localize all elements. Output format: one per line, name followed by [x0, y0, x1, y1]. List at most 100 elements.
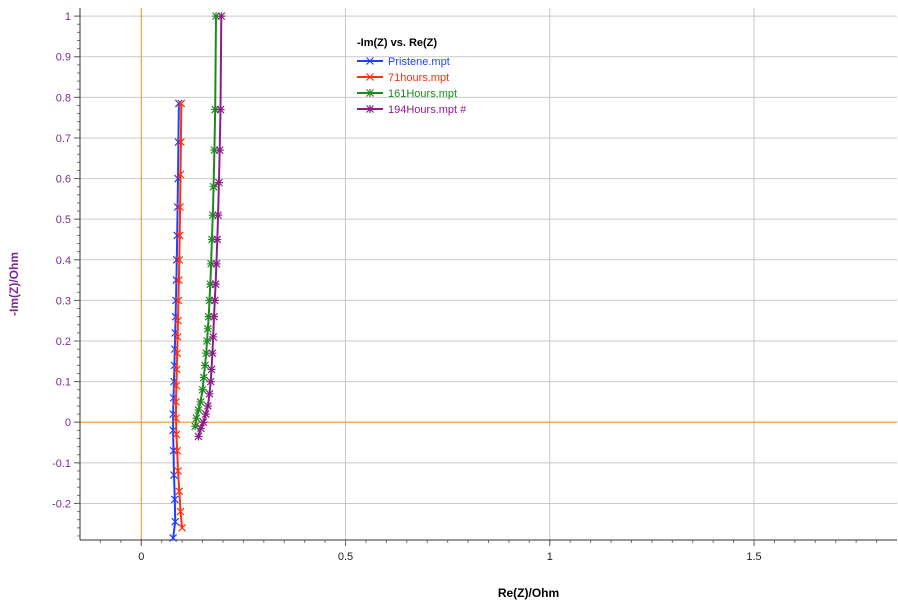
data-point — [214, 211, 223, 220]
data-point — [174, 296, 183, 305]
data-point — [215, 146, 224, 155]
data-point — [198, 385, 207, 394]
data-point — [173, 349, 182, 358]
data-point — [208, 211, 217, 220]
data-point — [176, 138, 185, 146]
legend-swatch-marker — [366, 105, 374, 113]
y-tick-label: -0.1 — [52, 458, 71, 470]
data-point — [176, 170, 185, 179]
data-point — [178, 523, 187, 532]
series-4 — [194, 12, 226, 441]
legend-label: 194Hours.mpt # — [388, 104, 467, 116]
data-point — [212, 259, 221, 268]
x-tick-label: 0.5 — [338, 551, 353, 563]
data-point — [207, 259, 216, 268]
data-point — [173, 446, 182, 455]
data-point — [214, 178, 223, 187]
data-point — [192, 414, 201, 423]
data-point — [208, 349, 217, 358]
y-tick-label: 1 — [65, 11, 71, 23]
x-tick-label: 1 — [547, 551, 553, 563]
data-point — [212, 12, 221, 21]
y-tick-label: 0.7 — [56, 133, 71, 145]
data-point — [201, 361, 210, 370]
data-point — [201, 410, 210, 419]
series-2 — [172, 99, 187, 532]
data-point — [196, 424, 205, 433]
y-tick-label: 0.6 — [56, 174, 71, 186]
data-point — [169, 446, 178, 455]
data-point — [172, 365, 181, 374]
data-point — [172, 414, 180, 423]
legend-swatch-marker — [366, 73, 374, 81]
data-point — [206, 280, 215, 289]
y-tick-label: 0.2 — [56, 336, 71, 348]
data-point — [210, 146, 219, 155]
data-point — [170, 495, 179, 504]
data-point — [213, 235, 222, 244]
data-point — [203, 337, 212, 346]
data-point — [172, 381, 181, 390]
legend-item[interactable]: 71hours.mpt — [357, 72, 449, 84]
plot-background — [80, 8, 897, 540]
series-layer — [169, 12, 226, 542]
data-point — [203, 324, 212, 333]
data-point — [177, 99, 186, 108]
legend-item[interactable]: 161Hours.mpt — [357, 88, 457, 100]
data-point — [196, 397, 205, 406]
data-point — [204, 312, 213, 321]
data-point — [176, 507, 185, 516]
data-point — [194, 406, 203, 415]
data-point — [194, 432, 203, 441]
legend-label: Pristene.mpt — [388, 56, 450, 68]
data-point — [210, 296, 219, 305]
data-point — [209, 312, 218, 321]
y-tick-label: 0.4 — [56, 255, 71, 267]
data-point — [211, 105, 220, 114]
zero-lines — [80, 8, 897, 540]
data-point — [217, 12, 226, 21]
y-tick-label: 0.8 — [56, 92, 71, 104]
data-point — [199, 418, 208, 427]
y-tick-label: 0.5 — [56, 214, 71, 226]
data-point — [172, 397, 180, 406]
y-tick-label: 0.1 — [56, 377, 71, 389]
data-point — [174, 276, 183, 285]
legend-title: -Im(Z) vs. Re(Z) — [357, 37, 437, 49]
x-tick-label: 0 — [138, 551, 144, 563]
data-point — [175, 487, 184, 496]
data-point — [202, 349, 211, 358]
data-point — [199, 373, 208, 382]
legend-item[interactable]: 194Hours.mpt # — [357, 104, 467, 116]
data-point — [205, 296, 214, 305]
data-point — [205, 389, 214, 398]
y-tick-label: -0.2 — [52, 498, 71, 510]
y-axis-title: -Im(Z)/Ohm — [7, 252, 21, 316]
data-point — [175, 231, 184, 240]
x-axis-title: Re(Z)/Ohm — [498, 586, 559, 600]
data-point — [209, 182, 218, 191]
data-point — [174, 467, 182, 475]
data-point — [207, 235, 216, 244]
data-point — [207, 365, 216, 374]
legend-label: 161Hours.mpt — [388, 88, 457, 100]
data-point — [216, 105, 225, 114]
legend[interactable]: -Im(Z) vs. Re(Z) Pristene.mpt 71hours.mpt 1… — [357, 37, 467, 116]
data-point — [209, 332, 218, 341]
data-point — [172, 430, 181, 439]
axes: -0.2 -0.1 0 0.1 0.2 0.3 0.4 0.5 0.6 0.7 0.8 0.9 1 0 0.… — [52, 8, 897, 563]
y-tick-label: 0 — [65, 417, 71, 429]
data-point — [173, 333, 182, 341]
legend-label: 71hours.mpt — [388, 72, 449, 84]
x-tick-label: 1.5 — [746, 551, 761, 563]
legend-item[interactable]: Pristene.mpt — [357, 56, 450, 68]
data-point — [176, 203, 185, 211]
grid-layer — [80, 8, 897, 540]
data-point — [211, 280, 220, 289]
series-3 — [191, 12, 221, 431]
data-point — [203, 401, 212, 410]
legend-swatch-marker — [366, 57, 374, 65]
data-point — [174, 316, 182, 325]
